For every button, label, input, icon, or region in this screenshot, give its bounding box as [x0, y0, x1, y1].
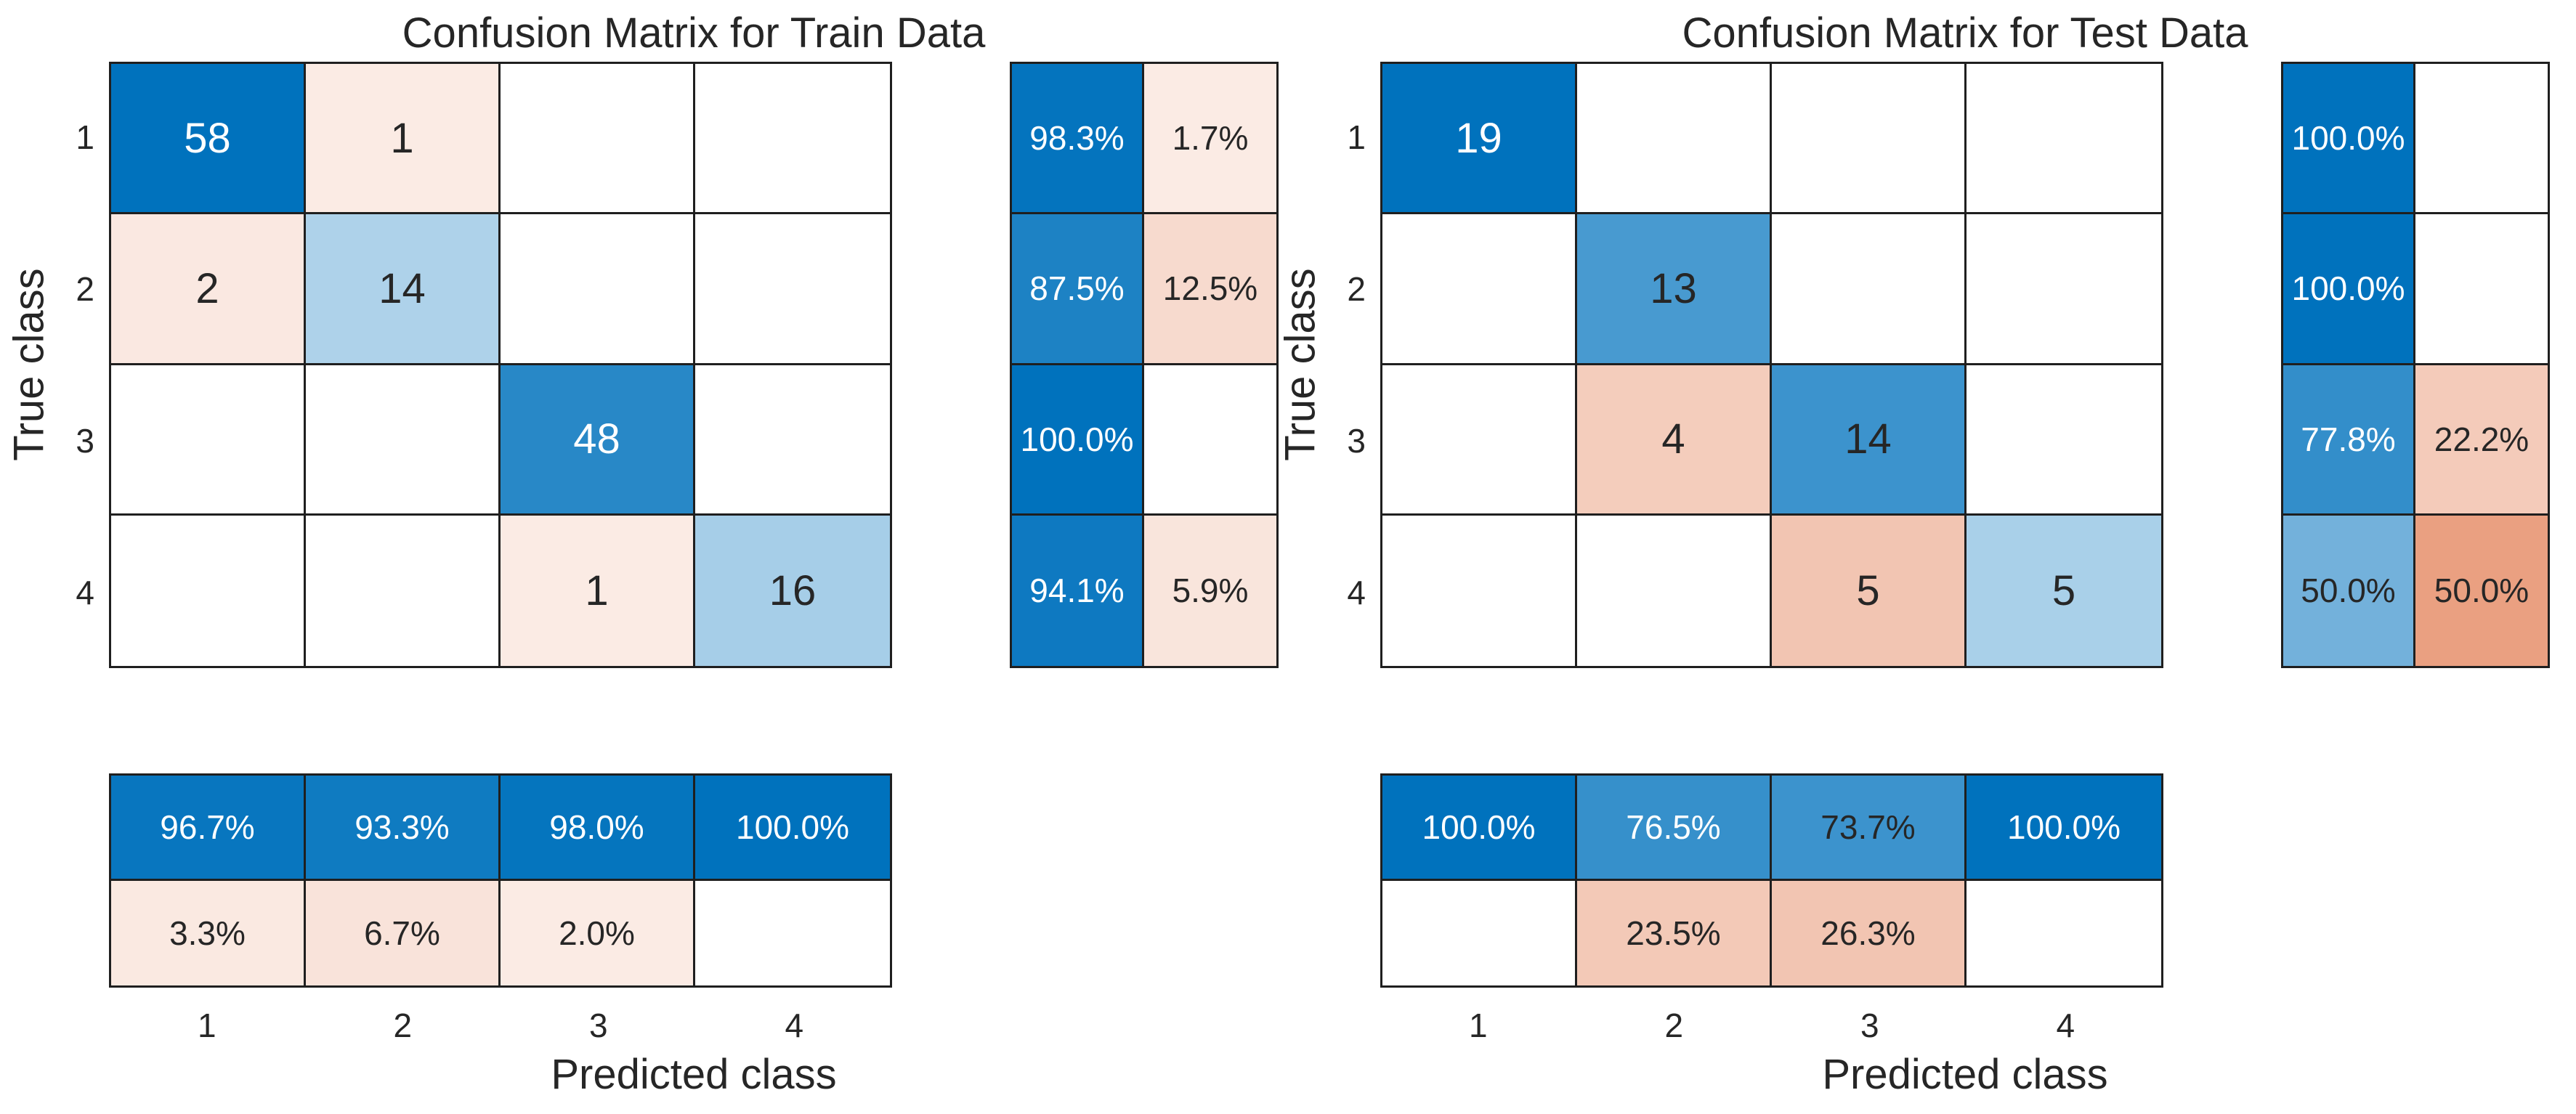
y-tick-label: 3: [1347, 421, 1366, 460]
row-summary-cell: 22.2%: [2415, 365, 2548, 516]
column-summary-cell: [1382, 880, 1577, 985]
matrix-cell: 58: [111, 64, 306, 215]
matrix-cell: 19: [1382, 64, 1577, 215]
x-tick-label: 4: [785, 1007, 804, 1044]
column-summary-cell: 73.7%: [1772, 776, 1967, 881]
chart-title: Confusion Matrix for Test Data: [1682, 9, 2248, 57]
row-summary-cell: 50.0%: [2283, 515, 2415, 666]
matrix-cell: 13: [1577, 214, 1772, 365]
matrix-cell: 1: [306, 64, 501, 215]
column-summary-cell: [1967, 880, 2161, 985]
confusion-matrix-grid: 58 1 2 14 48 1 16: [109, 62, 892, 668]
column-summary-cell: 26.3%: [1772, 880, 1967, 985]
confusion-matrix-grid: 19 13 4 14 5 5: [1380, 62, 2163, 668]
x-axis-label: Predicted class: [551, 1051, 837, 1098]
row-summary-cell: [1144, 365, 1276, 516]
column-summary-cell: [695, 880, 890, 985]
row-summary-cell: 77.8%: [2283, 365, 2415, 516]
y-tick-label: 2: [76, 270, 94, 309]
column-summary-grid: 96.7% 93.3% 98.0% 100.0% 3.3% 6.7% 2.0%: [109, 773, 892, 988]
matrix-cell: [1577, 64, 1772, 215]
chart-title: Confusion Matrix for Train Data: [402, 9, 986, 57]
x-tick-label: 4: [2056, 1007, 2075, 1044]
test-confusion-chart: Confusion Matrix for Test Data True clas…: [1271, 0, 2576, 1114]
column-summary-cell: 2.0%: [501, 880, 695, 985]
matrix-cell: [501, 64, 695, 215]
row-summary-cell: 100.0%: [2283, 214, 2415, 365]
x-tick-label: 2: [393, 1007, 413, 1044]
row-summary-cell: 50.0%: [2415, 515, 2548, 666]
y-tick-label: 1: [1347, 118, 1366, 157]
matrix-cell: [1967, 64, 2161, 215]
column-summary-cell: 6.7%: [306, 880, 501, 985]
matrix-cell: 2: [111, 214, 306, 365]
row-summary-cell: 1.7%: [1144, 64, 1276, 215]
matrix-cell: [501, 214, 695, 365]
row-summary-cell: [2415, 64, 2548, 215]
matrix-cell: [1577, 515, 1772, 666]
matrix-cell: [111, 515, 306, 666]
matrix-cell: [1382, 214, 1577, 365]
matrix-cell: 5: [1772, 515, 1967, 666]
x-axis-label: Predicted class: [1822, 1051, 2108, 1098]
row-summary-grid: 98.3% 1.7% 87.5% 12.5% 100.0% 94.1% 5.9%: [1010, 62, 1279, 668]
matrix-cell: [695, 64, 890, 215]
y-tick-label: 4: [1347, 573, 1366, 611]
matrix-cell: [306, 515, 501, 666]
column-summary-cell: 98.0%: [501, 776, 695, 881]
x-tick-label: 3: [588, 1007, 608, 1044]
row-summary-grid: 100.0% 100.0% 77.8% 22.2% 50.0% 50.0%: [2281, 62, 2550, 668]
matrix-cell: [1772, 64, 1967, 215]
matrix-cell: [1382, 365, 1577, 516]
column-summary-cell: 93.3%: [306, 776, 501, 881]
matrix-cell: [1382, 515, 1577, 666]
y-tick-label: 2: [1347, 270, 1366, 309]
column-summary-cell: 100.0%: [695, 776, 890, 881]
x-tick-label: 1: [1468, 1007, 1488, 1044]
y-tick-label: 4: [76, 573, 94, 611]
matrix-cell: 1: [501, 515, 695, 666]
matrix-cell: [1967, 214, 2161, 365]
row-summary-cell: [2415, 214, 2548, 365]
x-tick-label: 3: [1860, 1007, 1879, 1044]
column-summary-grid: 100.0% 76.5% 73.7% 100.0% 23.5% 26.3%: [1380, 773, 2163, 988]
row-summary-cell: 12.5%: [1144, 214, 1276, 365]
row-summary-cell: 94.1%: [1012, 515, 1144, 666]
row-summary-cell: 100.0%: [2283, 64, 2415, 215]
matrix-cell: [306, 365, 501, 516]
y-tick-label: 1: [76, 118, 94, 157]
x-tick-label: 2: [1664, 1007, 1684, 1044]
row-summary-cell: 5.9%: [1144, 515, 1276, 666]
row-summary-cell: 100.0%: [1012, 365, 1144, 516]
matrix-cell: 48: [501, 365, 695, 516]
matrix-cell: [1772, 214, 1967, 365]
x-axis-ticks: 1 2 3 4: [109, 1005, 892, 1046]
matrix-cell: 14: [306, 214, 501, 365]
matrix-cell: [695, 365, 890, 516]
x-axis-ticks: 1 2 3 4: [1380, 1005, 2163, 1046]
column-summary-cell: 100.0%: [1382, 776, 1577, 881]
row-summary-cell: 98.3%: [1012, 64, 1144, 215]
matrix-cell: 5: [1967, 515, 2161, 666]
column-summary-cell: 23.5%: [1577, 880, 1772, 985]
y-axis-ticks: 1 2 3 4: [1286, 62, 1366, 668]
matrix-cell: [1967, 365, 2161, 516]
y-axis-ticks: 1 2 3 4: [15, 62, 94, 668]
column-summary-cell: 3.3%: [111, 880, 306, 985]
matrix-cell: [695, 214, 890, 365]
x-tick-label: 1: [197, 1007, 216, 1044]
matrix-cell: 4: [1577, 365, 1772, 516]
column-summary-cell: 76.5%: [1577, 776, 1772, 881]
column-summary-cell: 100.0%: [1967, 776, 2161, 881]
matrix-cell: 16: [695, 515, 890, 666]
matrix-cell: [111, 365, 306, 516]
train-confusion-chart: Confusion Matrix for Train Data True cla…: [6, 9, 1279, 1098]
y-tick-label: 3: [76, 421, 94, 460]
row-summary-cell: 87.5%: [1012, 214, 1144, 365]
matrix-cell: 14: [1772, 365, 1967, 516]
column-summary-cell: 96.7%: [111, 776, 306, 881]
